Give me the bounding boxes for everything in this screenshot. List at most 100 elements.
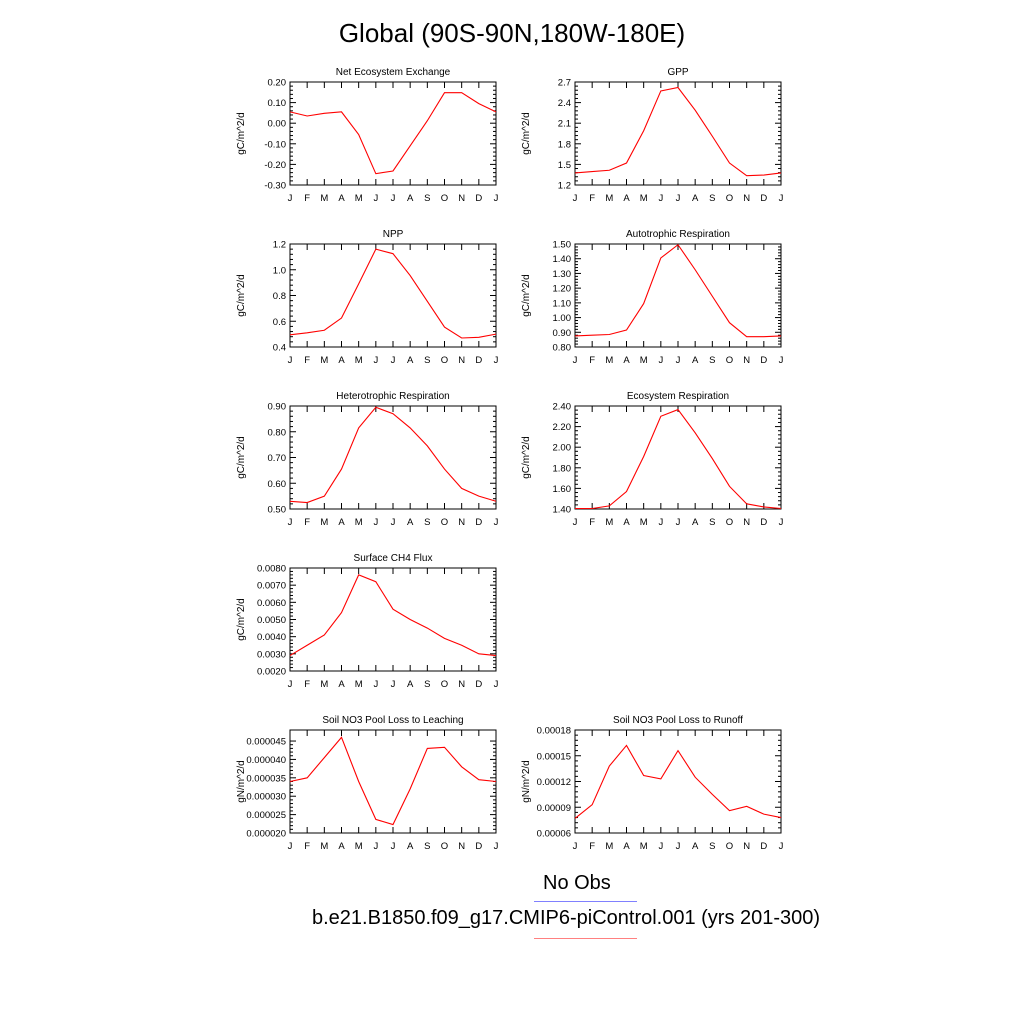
chart-title: Surface CH4 Flux: [354, 553, 433, 564]
x-tick-label: F: [304, 841, 310, 852]
y-tick-label: 0.00009: [537, 803, 571, 814]
x-tick-label: D: [760, 517, 767, 528]
y-tick-label: 0.000040: [246, 755, 286, 766]
y-tick-label: 2.40: [553, 402, 572, 413]
x-tick-label: A: [623, 355, 630, 366]
x-tick-label: A: [407, 517, 414, 528]
x-tick-label: F: [589, 193, 595, 204]
x-tick-label: F: [304, 517, 310, 528]
y-tick-label: 2.00: [553, 443, 572, 454]
y-tick-label: 2.4: [558, 98, 571, 109]
x-tick-label: M: [355, 355, 363, 366]
x-tick-label: J: [676, 193, 681, 204]
x-tick-label: O: [726, 355, 733, 366]
x-tick-label: J: [658, 193, 663, 204]
x-tick-label: J: [658, 517, 663, 528]
y-tick-label: 0.0050: [257, 615, 286, 626]
y-axis-label: gC/m^2/d: [236, 274, 247, 317]
x-tick-label: O: [441, 679, 448, 690]
legend-model-line: [534, 938, 637, 939]
x-tick-label: D: [475, 355, 482, 366]
x-tick-label: F: [589, 355, 595, 366]
x-tick-label: A: [692, 517, 699, 528]
series-line: [289, 92, 497, 175]
x-tick-label: A: [692, 355, 699, 366]
x-tick-label: J: [494, 517, 499, 528]
y-axis-label: gC/m^2/d: [236, 598, 247, 641]
x-tick-label: J: [391, 355, 396, 366]
y-tick-label: 0.000025: [246, 810, 286, 821]
x-tick-label: O: [441, 841, 448, 852]
x-tick-label: J: [494, 193, 499, 204]
series-line: [574, 243, 782, 338]
x-tick-label: D: [475, 679, 482, 690]
figure-title: Global (90S-90N,180W-180E): [338, 18, 686, 48]
x-tick-label: J: [288, 517, 293, 528]
x-tick-label: F: [304, 193, 310, 204]
x-tick-label: J: [676, 517, 681, 528]
y-tick-label: -0.10: [264, 139, 286, 150]
y-axis-label: gC/m^2/d: [521, 274, 532, 317]
y-tick-label: 1.50: [553, 240, 572, 251]
x-tick-label: N: [743, 355, 750, 366]
y-tick-label: 0.00015: [537, 751, 571, 762]
x-tick-label: N: [458, 193, 465, 204]
y-tick-label: 1.30: [553, 269, 572, 280]
x-tick-label: J: [676, 355, 681, 366]
x-tick-label: M: [605, 517, 613, 528]
chart-panel-9: Soil NO3 Pool Loss to Runoff gN/m^2/d 0.00…: [521, 715, 784, 852]
y-tick-label: -0.20: [264, 160, 286, 171]
x-tick-label: S: [424, 193, 430, 204]
x-tick-label: M: [320, 679, 328, 690]
y-tick-label: 0.8: [273, 291, 286, 302]
x-tick-label: A: [692, 841, 699, 852]
x-tick-label: A: [623, 193, 630, 204]
x-tick-label: S: [709, 193, 715, 204]
y-tick-label: 1.0: [273, 265, 286, 276]
x-tick-label: D: [760, 841, 767, 852]
chart-title: Soil NO3 Pool Loss to Runoff: [613, 715, 743, 726]
series-line: [289, 248, 497, 339]
x-tick-label: J: [391, 193, 396, 204]
x-tick-label: O: [441, 517, 448, 528]
x-tick-label: F: [589, 517, 595, 528]
x-tick-label: J: [779, 193, 784, 204]
x-tick-label: J: [494, 355, 499, 366]
y-axis-label: gC/m^2/d: [521, 436, 532, 479]
series-line: [574, 744, 782, 819]
series-line: [289, 736, 497, 826]
x-tick-label: A: [407, 841, 414, 852]
x-tick-label: A: [407, 355, 414, 366]
x-tick-label: M: [355, 517, 363, 528]
chart-title: Net Ecosystem Exchange: [336, 67, 451, 78]
y-axis-label: gN/m^2/d: [236, 760, 247, 803]
chart-panel-5: Heterotrophic Respiration gC/m^2/d 0.90 0.8…: [236, 391, 499, 528]
y-tick-label: 0.000035: [246, 773, 286, 784]
plot-frame: [289, 81, 497, 186]
y-tick-label: 0.0060: [257, 598, 286, 609]
chart-panel-6: Ecosystem Respiration gC/m^2/d 2.40 2.20 2.0…: [521, 391, 784, 528]
x-tick-label: N: [743, 841, 750, 852]
y-tick-label: 1.20: [553, 284, 572, 295]
x-tick-label: J: [373, 355, 378, 366]
y-tick-label: 0.70: [268, 453, 287, 464]
x-tick-label: S: [709, 841, 715, 852]
x-tick-label: O: [726, 193, 733, 204]
plot-frame: [289, 729, 497, 834]
x-tick-label: J: [658, 841, 663, 852]
x-tick-label: S: [424, 517, 430, 528]
x-tick-label: J: [373, 679, 378, 690]
chart-panel-1: Net Ecosystem Exchange gC/m^2/d 0.20 0.10 0.…: [236, 67, 499, 204]
x-tick-label: D: [475, 193, 482, 204]
x-tick-label: M: [320, 355, 328, 366]
x-tick-label: M: [355, 193, 363, 204]
y-tick-label: 0.0020: [257, 667, 286, 678]
x-tick-label: M: [605, 841, 613, 852]
y-tick-label: 0.90: [553, 328, 572, 339]
x-tick-label: F: [304, 679, 310, 690]
x-tick-label: O: [441, 193, 448, 204]
y-tick-label: 1.2: [558, 181, 571, 192]
y-tick-label: 2.1: [558, 119, 571, 130]
x-tick-label: J: [494, 679, 499, 690]
